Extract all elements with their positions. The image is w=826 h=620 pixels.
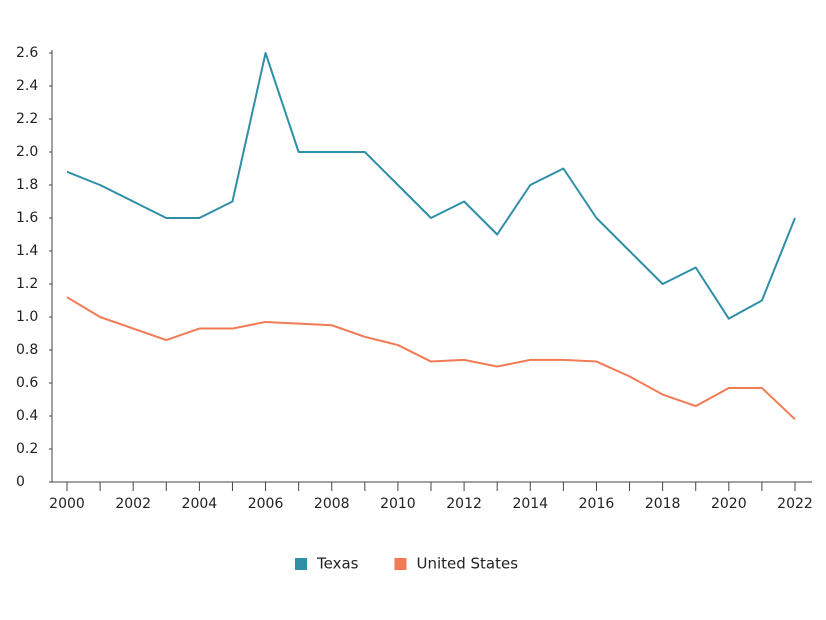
x-tick-label: 2016 <box>579 496 615 512</box>
y-tick-label: 1.6 <box>16 210 38 226</box>
y-tick-label: 1.0 <box>16 309 38 325</box>
y-tick-label: 2.4 <box>16 78 38 94</box>
y-tick-label: 1.4 <box>16 243 38 259</box>
legend-label: United States <box>416 555 518 573</box>
x-tick-label: 2000 <box>49 496 85 512</box>
y-tick-label: 2.6 <box>16 45 38 61</box>
legend-swatch <box>394 558 407 570</box>
x-tick-label: 2004 <box>182 496 218 512</box>
y-tick-label: 0.8 <box>16 342 38 358</box>
x-tick-label: 2012 <box>446 496 482 512</box>
x-tick-label: 2022 <box>777 496 813 512</box>
series-line <box>66 296 796 421</box>
x-tick-label: 2018 <box>645 496 681 512</box>
y-tick-label: 0.6 <box>16 375 38 391</box>
x-tick-label: 2020 <box>711 496 747 512</box>
legend-label: Texas <box>316 555 359 573</box>
series-line <box>66 52 796 320</box>
x-tick-label: 2002 <box>115 496 151 512</box>
y-tick-label: 1.2 <box>16 276 38 292</box>
x-tick-label: 2008 <box>314 496 350 512</box>
y-tick-label: 2.2 <box>16 111 38 127</box>
x-tick-label: 2014 <box>512 496 548 512</box>
y-tick-label: 0 <box>16 474 25 490</box>
legend-swatch <box>295 558 307 570</box>
y-tick-label: 0.2 <box>16 441 38 457</box>
y-tick-label: 0.4 <box>16 408 38 424</box>
y-tick-label: 2.0 <box>16 144 38 160</box>
x-tick-label: 2010 <box>380 496 416 512</box>
x-tick-label: 2006 <box>248 496 284 512</box>
y-tick-label: 1.8 <box>16 177 38 193</box>
